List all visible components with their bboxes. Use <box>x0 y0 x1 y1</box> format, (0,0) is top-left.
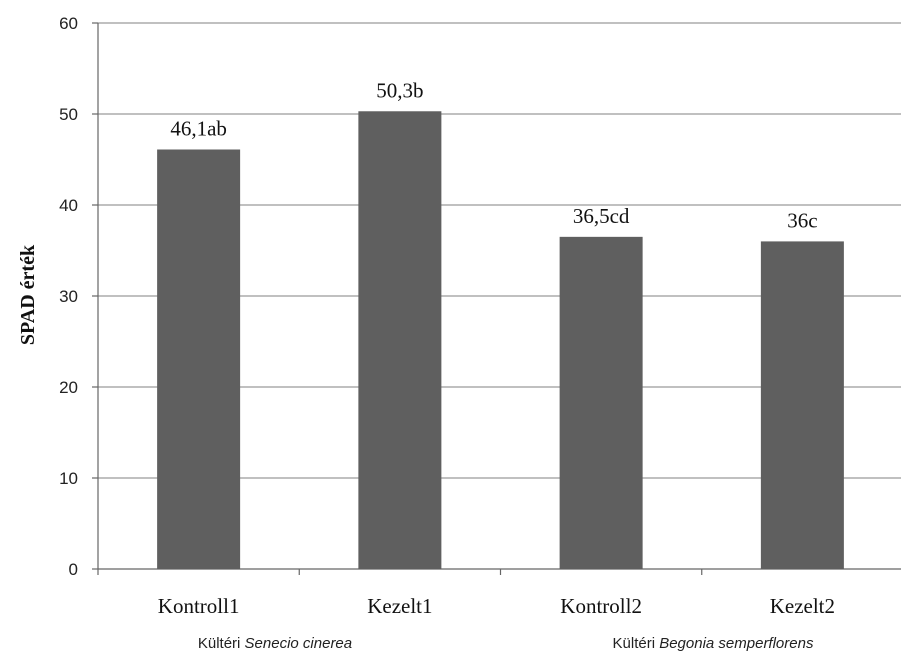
y-tick-label: 50 <box>59 105 78 124</box>
group-label-begonia: Kültéri Begonia semperflorens <box>613 635 814 652</box>
y-axis-title: SPAD érték <box>17 244 39 345</box>
data-label: 36c <box>787 208 817 232</box>
group-label-senecio: Kültéri Senecio cinerea <box>198 635 352 652</box>
y-tick-label: 60 <box>59 14 78 33</box>
category-label: Kezelt1 <box>367 594 432 618</box>
y-tick-label: 40 <box>59 196 78 215</box>
y-tick-label: 0 <box>69 560 78 579</box>
bar-kezelt1 <box>358 111 442 570</box>
data-label: 36,5cd <box>573 204 630 228</box>
bar-kezelt2 <box>760 241 844 569</box>
data-label: 46,1ab <box>170 116 227 140</box>
bar-kontroll2 <box>559 236 643 569</box>
bars <box>157 111 844 570</box>
y-tick-label: 10 <box>59 469 78 488</box>
bar-kontroll1 <box>157 149 241 570</box>
category-label: Kontroll1 <box>158 594 240 618</box>
labels: 0 10 20 30 40 50 60 46,1ab Kontroll1 50,3b Kezelt1… <box>59 14 835 618</box>
data-label: 50,3b <box>376 78 423 102</box>
category-label: Kontroll2 <box>560 594 642 618</box>
category-label: Kezelt2 <box>770 594 835 618</box>
y-tick-label: 30 <box>59 287 78 306</box>
y-tick-label: 20 <box>59 378 78 397</box>
